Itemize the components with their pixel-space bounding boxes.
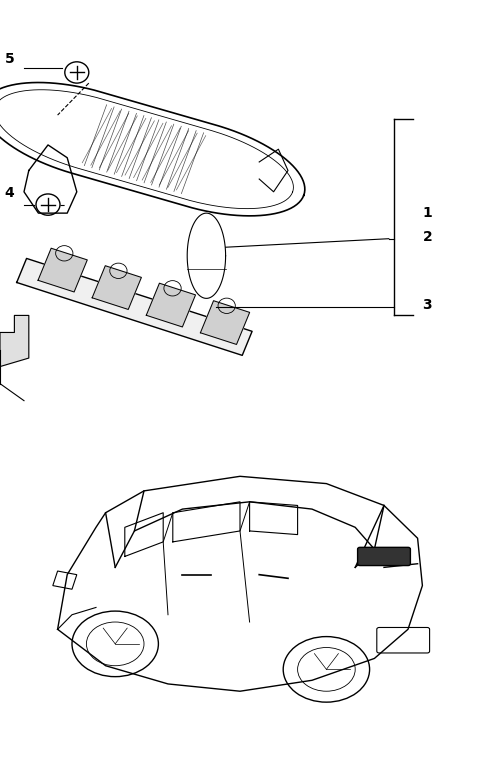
Text: 3: 3 (422, 298, 432, 312)
Polygon shape (17, 258, 252, 356)
Polygon shape (24, 145, 77, 213)
FancyBboxPatch shape (358, 547, 410, 566)
Polygon shape (92, 266, 142, 309)
Polygon shape (38, 248, 87, 292)
Polygon shape (201, 301, 250, 344)
Polygon shape (0, 82, 305, 216)
Text: 4: 4 (5, 186, 14, 200)
Polygon shape (187, 213, 226, 298)
Text: 1: 1 (422, 206, 432, 220)
Polygon shape (146, 283, 195, 327)
Text: 2: 2 (422, 229, 432, 243)
Polygon shape (0, 315, 29, 367)
Polygon shape (259, 149, 288, 192)
Text: 5: 5 (5, 52, 14, 66)
